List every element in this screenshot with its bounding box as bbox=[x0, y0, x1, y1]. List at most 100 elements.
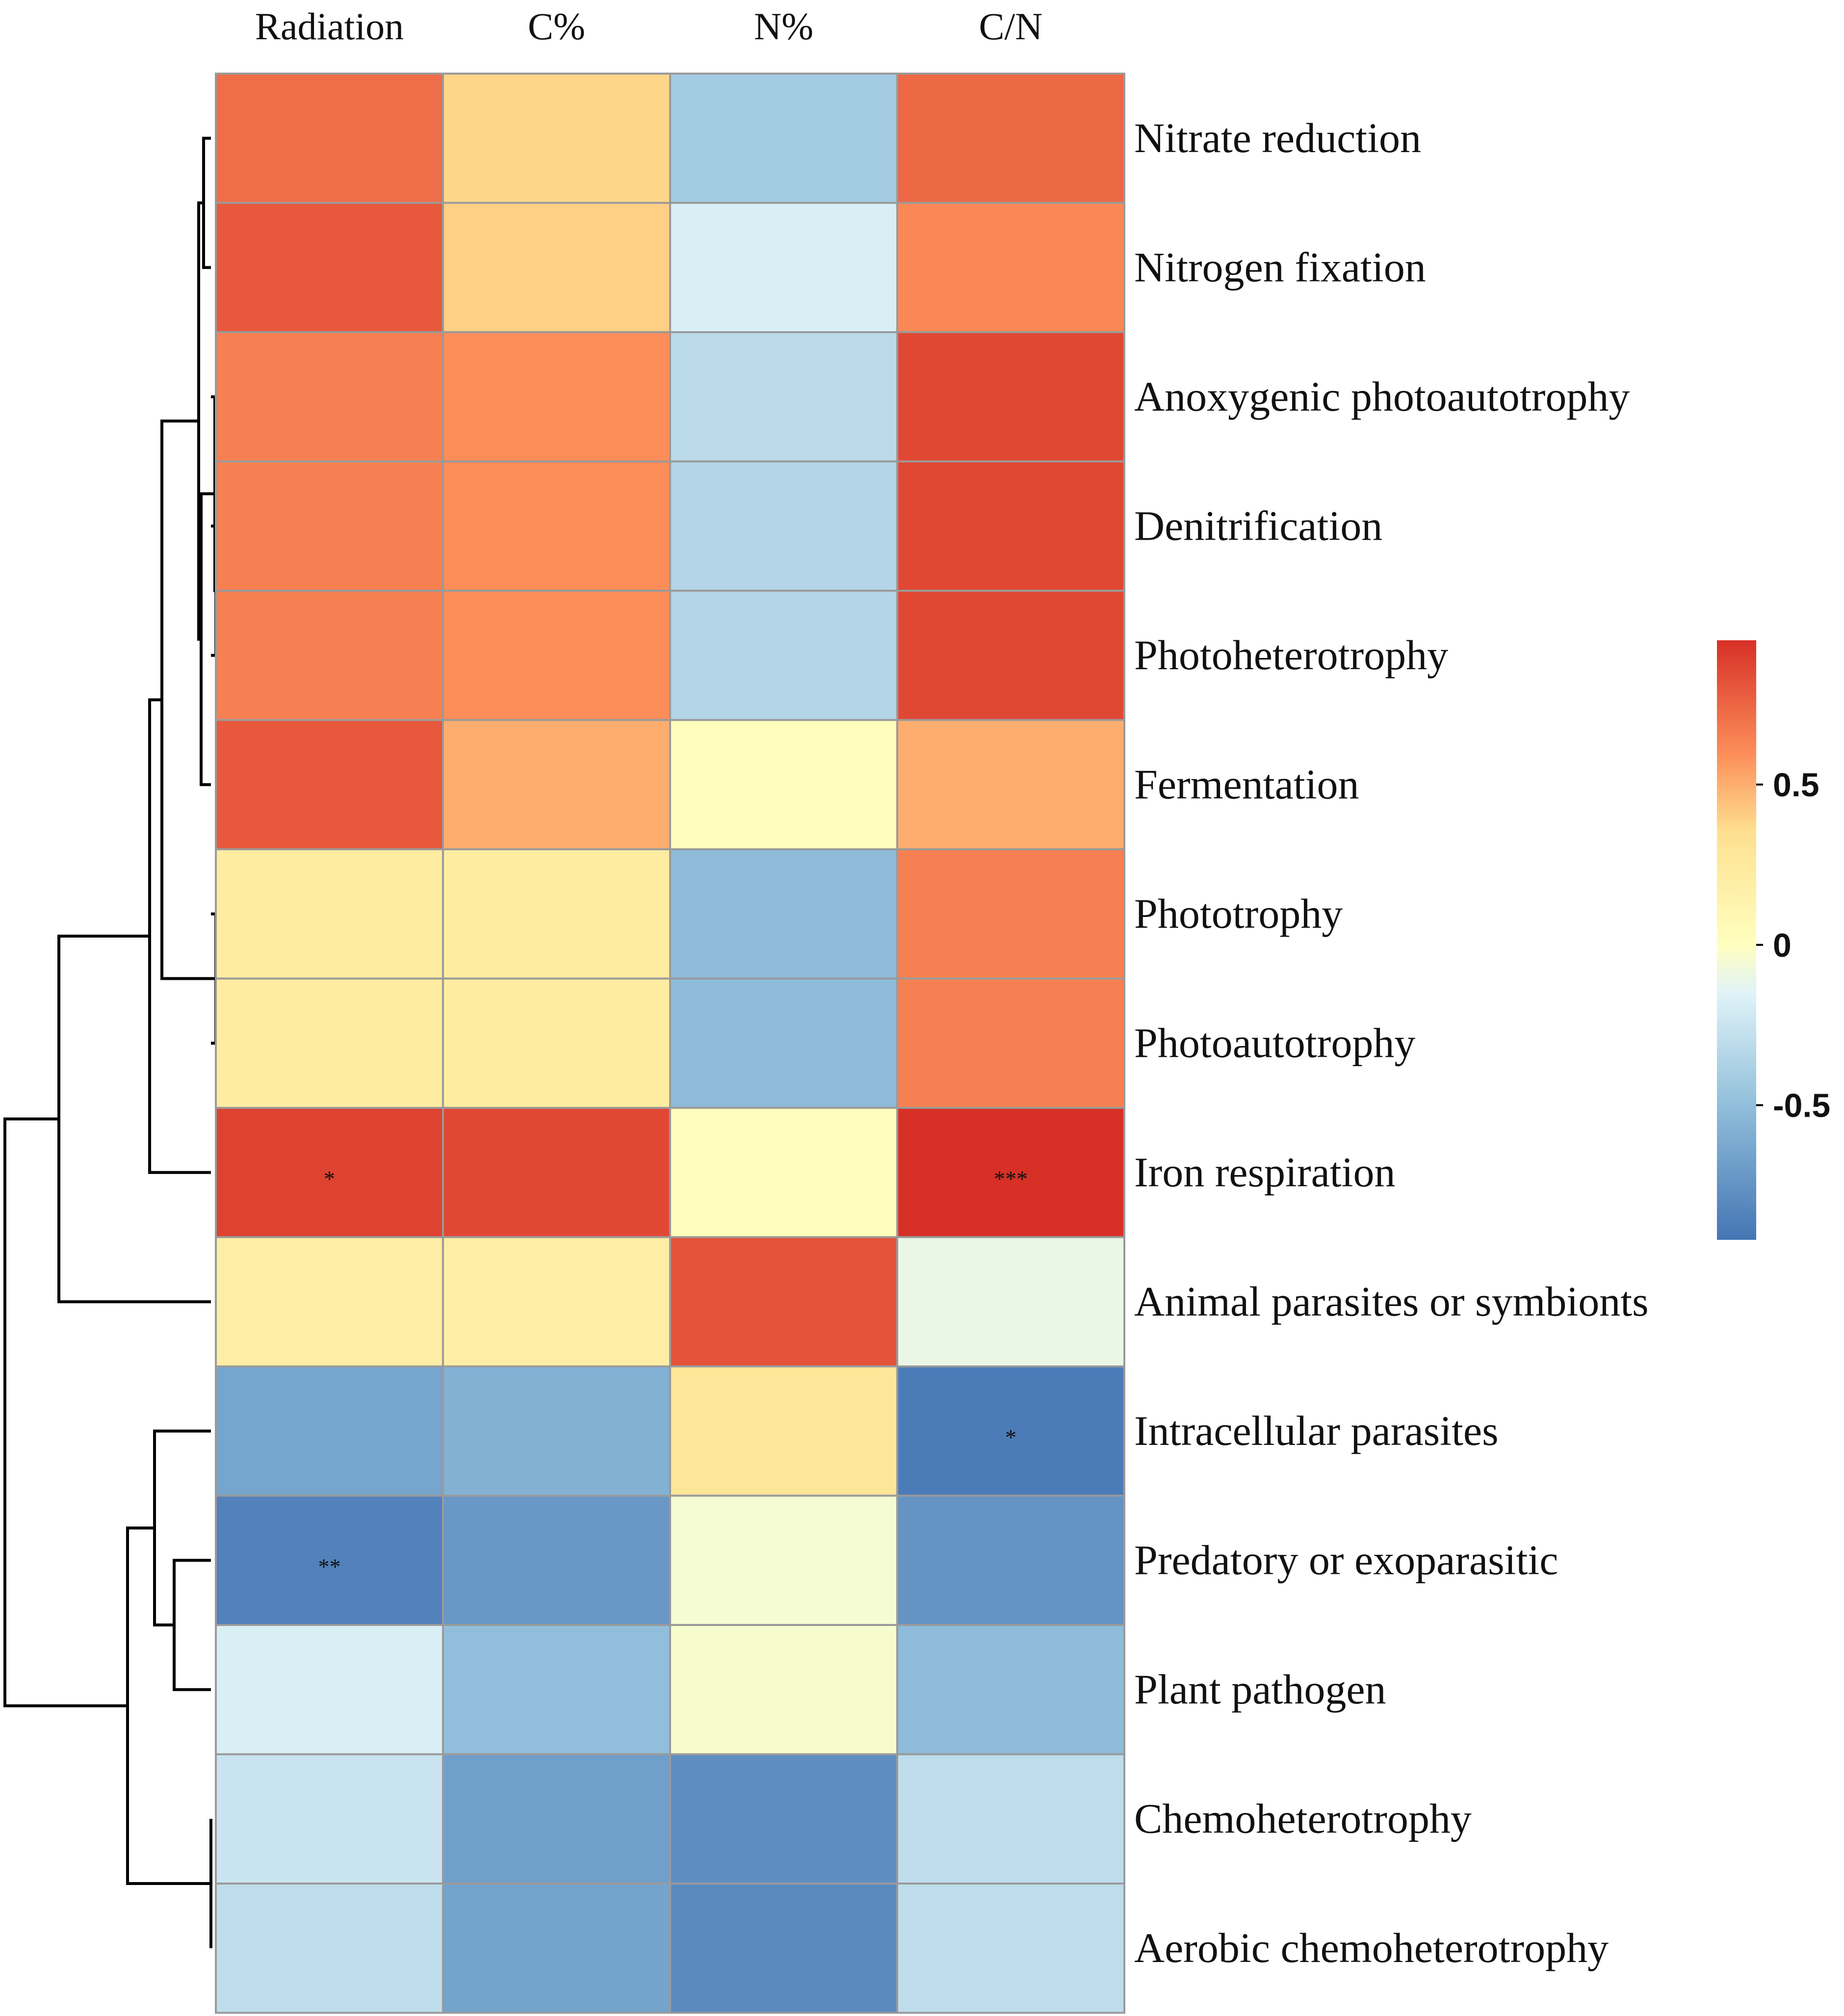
dendrogram-branch bbox=[3, 1117, 128, 1707]
heatmap-cell bbox=[442, 1753, 671, 1885]
heatmap-cell bbox=[669, 1365, 898, 1497]
heatmap-cell bbox=[896, 1365, 1125, 1497]
row-label: Anoxygenic photoautotrophy bbox=[1134, 373, 1630, 420]
column-label: Radiation bbox=[255, 5, 404, 48]
legend-tick-label: 0 bbox=[1773, 927, 1792, 964]
heatmap-cell bbox=[215, 1236, 444, 1367]
heatmap-cell bbox=[669, 590, 898, 721]
heatmap-cell bbox=[896, 460, 1125, 592]
heatmap-cell bbox=[442, 202, 671, 333]
heatmap-cell bbox=[215, 331, 444, 463]
heatmap-cell bbox=[896, 977, 1125, 1109]
dendrogram-branch bbox=[200, 492, 215, 786]
row-label: Animal parasites or symbionts bbox=[1134, 1278, 1649, 1325]
heatmap-cell bbox=[215, 590, 444, 721]
heatmap-cell bbox=[896, 719, 1125, 850]
dendrogram-branch bbox=[126, 1526, 211, 1885]
heatmap-cell bbox=[896, 331, 1125, 463]
dendrogram-branch bbox=[153, 1429, 211, 1626]
heatmap-cell bbox=[442, 331, 671, 463]
column-label: N% bbox=[754, 5, 813, 48]
heatmap-cell bbox=[442, 1494, 671, 1626]
significance-mark: ** bbox=[318, 1554, 341, 1579]
heatmap-cell bbox=[442, 1236, 671, 1367]
legend-tick-label: -0.5 bbox=[1773, 1087, 1830, 1125]
heatmap-cell bbox=[669, 460, 898, 592]
heatmap-cell bbox=[669, 1753, 898, 1885]
heatmap-cell bbox=[215, 1365, 444, 1497]
significance-mark: * bbox=[324, 1166, 335, 1191]
row-label: Phototrophy bbox=[1134, 890, 1343, 937]
heatmap-cell bbox=[669, 202, 898, 333]
heatmap-cell bbox=[669, 331, 898, 463]
legend-color-bar bbox=[1717, 640, 1756, 1240]
column-label: C/N bbox=[979, 5, 1042, 48]
heatmap-cell bbox=[669, 73, 898, 204]
heatmap-cell bbox=[442, 590, 671, 721]
legend-tick-label: 0.5 bbox=[1773, 766, 1819, 804]
heatmap-cell bbox=[215, 202, 444, 333]
row-label: Intracellular parasites bbox=[1134, 1407, 1499, 1454]
heatmap-cell bbox=[896, 1624, 1125, 1755]
heatmap-cell bbox=[215, 848, 444, 980]
column-label: C% bbox=[528, 5, 585, 48]
dendrogram-branch bbox=[57, 935, 211, 1304]
heatmap-cell bbox=[896, 848, 1125, 980]
heatmap-cells: * ****** bbox=[215, 73, 1125, 2014]
heatmap-cell bbox=[896, 590, 1125, 721]
heatmap-cell bbox=[442, 1107, 671, 1238]
heatmap-cell bbox=[442, 1624, 671, 1755]
heatmap-cell bbox=[896, 1883, 1125, 2014]
heatmap-cell bbox=[896, 1236, 1125, 1367]
row-dendrogram bbox=[3, 136, 217, 1948]
heatmap-cell bbox=[442, 460, 671, 592]
heatmap-cell bbox=[442, 1883, 671, 2014]
significance-mark: * bbox=[1005, 1425, 1016, 1450]
heatmap-cell bbox=[215, 1883, 444, 2014]
row-label: Predatory or exoparasitic bbox=[1134, 1536, 1558, 1583]
heatmap-cell bbox=[442, 848, 671, 980]
dendrogram-branch bbox=[173, 1559, 211, 1691]
dendrogram-branch bbox=[202, 136, 211, 269]
heatmap-cell bbox=[215, 73, 444, 204]
row-labels: Nitrate reduction Nitrogen fixation Anoxyg… bbox=[1134, 114, 1649, 1971]
significance-mark: *** bbox=[994, 1166, 1028, 1191]
heatmap-cell bbox=[669, 1883, 898, 2014]
row-label: Chemoheterotrophy bbox=[1134, 1795, 1472, 1842]
row-label: Denitrification bbox=[1134, 502, 1382, 549]
heatmap-cell bbox=[442, 73, 671, 204]
heatmap-cell bbox=[215, 460, 444, 592]
heatmap-cell bbox=[669, 977, 898, 1109]
heatmap-cell bbox=[669, 848, 898, 980]
heatmap-cell bbox=[215, 977, 444, 1109]
heatmap-cell bbox=[669, 1236, 898, 1367]
heatmap-cell bbox=[896, 1107, 1125, 1238]
heatmap-cell bbox=[896, 202, 1125, 333]
heatmap-cell bbox=[442, 1365, 671, 1497]
heatmap-cell bbox=[215, 719, 444, 850]
row-label: Photoheterotrophy bbox=[1134, 631, 1448, 679]
row-label: Aerobic chemoheterotrophy bbox=[1134, 1924, 1609, 1971]
heatmap-cell bbox=[442, 977, 671, 1109]
heatmap-cell bbox=[442, 719, 671, 850]
dendrogram-branch bbox=[160, 419, 216, 980]
row-label: Photoautotrophy bbox=[1134, 1019, 1415, 1066]
row-label: Plant pathogen bbox=[1134, 1666, 1386, 1713]
heatmap-cell bbox=[669, 1624, 898, 1755]
heatmap-cell bbox=[215, 1624, 444, 1755]
heatmap-cell bbox=[215, 1753, 444, 1885]
heatmap-cell bbox=[669, 1107, 898, 1238]
heatmap-cell bbox=[896, 73, 1125, 204]
column-labels: Radiation C% N% C/N bbox=[255, 5, 1043, 48]
row-label: Fermentation bbox=[1134, 760, 1359, 808]
heatmap-cell bbox=[215, 1494, 444, 1626]
heatmap-cell bbox=[669, 1494, 898, 1626]
row-label: Nitrogen fixation bbox=[1134, 243, 1426, 290]
color-legend: 0.5 0 -0.5 bbox=[1717, 640, 1830, 1240]
heatmap-cell bbox=[896, 1753, 1125, 1885]
heatmap-cell bbox=[896, 1494, 1125, 1626]
row-label: Nitrate reduction bbox=[1134, 114, 1421, 161]
heatmap-cell bbox=[669, 719, 898, 850]
row-label: Iron respiration bbox=[1134, 1149, 1396, 1196]
